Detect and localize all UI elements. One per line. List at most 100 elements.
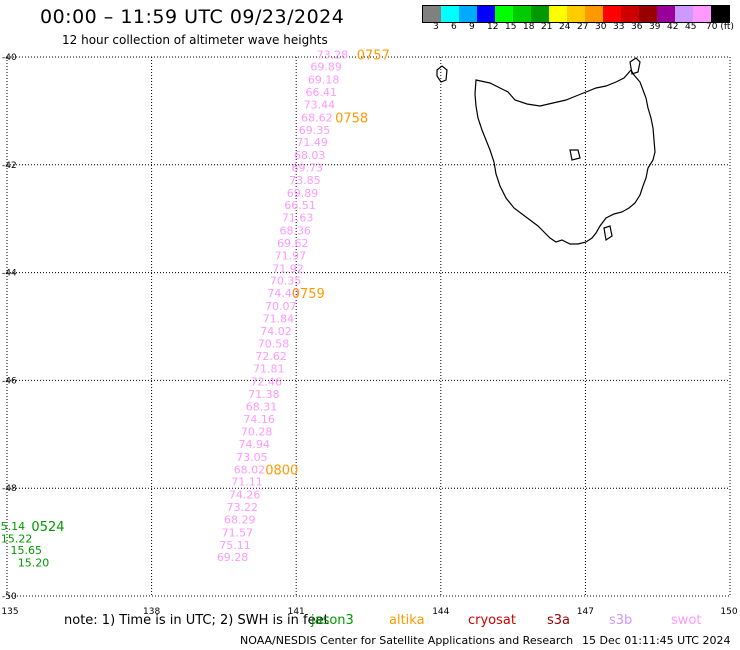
wave-height-value: 71.97 xyxy=(275,249,307,262)
wave-height-value: 73.44 xyxy=(304,98,336,111)
flinders-island-outline xyxy=(629,57,641,75)
credit-line: NOAA/NESDIS Center for Satellite Applica… xyxy=(240,634,574,647)
legend-entry-s3b: s3b xyxy=(609,613,633,628)
scale-swatch xyxy=(549,6,567,22)
lon-tick-label: 141 xyxy=(288,607,305,617)
wave-height-value: 73.85 xyxy=(289,174,321,187)
wave-height-value: 68.36 xyxy=(279,225,311,238)
wave-height-value: 71.63 xyxy=(282,212,314,225)
wave-height-value: 69.89 xyxy=(287,187,319,200)
wave-height-value: 70.07 xyxy=(265,300,297,313)
wave-height-value: 71.84 xyxy=(263,312,295,325)
wave-height-value: 71.92 xyxy=(272,262,304,275)
scale-swatch xyxy=(513,6,531,22)
wave-height-value: 71.38 xyxy=(248,388,280,401)
wave-height-value: 74.16 xyxy=(243,413,275,426)
wave-height-value: 69.73 xyxy=(292,161,324,174)
lake-outline xyxy=(569,149,581,161)
wave-height-value: 72.62 xyxy=(255,350,287,363)
legend-entry-jason3: jason3 xyxy=(311,613,354,628)
wave-height-value: 66.41 xyxy=(306,86,338,99)
wave-height-value: 70.28 xyxy=(241,426,273,439)
scale-label: 33 xyxy=(613,22,625,32)
wave-height-value: 15.22 xyxy=(1,532,33,545)
wave-height-value: 68.62 xyxy=(301,111,333,124)
scale-label: 18 xyxy=(523,22,535,32)
scale-label: 15 xyxy=(505,22,517,32)
wave-height-value: 69.35 xyxy=(299,124,331,137)
scale-label: 12 xyxy=(487,22,499,32)
wave-height-value: 69.89 xyxy=(310,61,342,74)
lon-tick-label: 135 xyxy=(1,607,18,617)
wave-height-value: 69.18 xyxy=(308,74,340,87)
legend-entry-altika: altika xyxy=(389,613,425,628)
wave-height-value: 70.35 xyxy=(270,275,302,288)
lat-tick-label: -40 xyxy=(2,53,17,63)
scale-label: 27 xyxy=(577,22,589,32)
scale-label: 6 xyxy=(451,22,457,32)
wave-height-value: 68.02 xyxy=(234,463,266,476)
wave-height-value: 74.94 xyxy=(239,438,271,451)
generation-timestamp: 15 Dec 01:11:45 UTC 2024 xyxy=(582,634,731,647)
scale-label: 9 xyxy=(469,22,475,32)
wave-height-value: 73.05 xyxy=(236,451,268,464)
wave-height-value: 68.03 xyxy=(294,149,326,162)
wave-height-value: 74.26 xyxy=(229,489,261,502)
wave-height-value: 71.11 xyxy=(231,476,263,489)
wave-height-value: 68.29 xyxy=(224,513,256,526)
scale-swatch xyxy=(711,6,729,22)
lat-tick-label: -46 xyxy=(2,376,17,386)
wave-height-value: 74.40 xyxy=(267,287,299,300)
scale-swatch xyxy=(657,6,675,22)
scale-swatch xyxy=(693,6,711,22)
legend-entry-s3a: s3a xyxy=(547,613,571,628)
bruny-island-outline xyxy=(603,225,613,242)
scale-swatch xyxy=(675,6,693,22)
scale-swatch xyxy=(531,6,549,22)
scale-label: 45 xyxy=(685,22,697,32)
lon-tick-label: 150 xyxy=(720,607,737,617)
wave-height-value: 68.31 xyxy=(246,400,278,413)
swot-track: 73.2869.8969.1866.4173.4468.6269.3571.49… xyxy=(217,48,390,564)
lon-tick-label: 147 xyxy=(577,607,594,617)
wave-height-value: 66.51 xyxy=(284,199,316,212)
pass-time-label: 0758 xyxy=(335,111,368,126)
legend-entry-cryosat: cryosat xyxy=(468,613,516,628)
wave-height-value: 71.57 xyxy=(222,526,254,539)
wave-height-value: 69.62 xyxy=(277,237,309,250)
scale-swatch xyxy=(477,6,495,22)
scale-swatch xyxy=(603,6,621,22)
lat-tick-label: -44 xyxy=(2,269,17,279)
scale-swatch xyxy=(639,6,657,22)
color-scale-bar xyxy=(422,5,730,23)
pass-time-label: 0524 xyxy=(31,520,64,535)
wave-height-value: 70.58 xyxy=(258,338,290,351)
wave-height-value: 15.20 xyxy=(18,557,50,570)
lat-tick-label: -48 xyxy=(2,484,17,494)
scale-label: 70 (ft) xyxy=(706,22,734,32)
wave-height-value: 71.81 xyxy=(253,363,285,376)
scale-swatch xyxy=(621,6,639,22)
king-island-outline xyxy=(436,65,448,83)
scale-label: 30 xyxy=(595,22,607,32)
scale-swatch xyxy=(441,6,459,22)
scale-swatch xyxy=(459,6,477,22)
scale-label: 36 xyxy=(631,22,643,32)
wave-height-value: 73.28 xyxy=(317,48,349,61)
graticule xyxy=(6,56,731,597)
lon-tick-label: 138 xyxy=(143,607,160,617)
wave-height-value: 15.65 xyxy=(11,544,43,557)
lon-tick-label: 144 xyxy=(432,607,449,617)
map-frame xyxy=(6,56,731,597)
map-title: 00:00 – 11:59 UTC 09/23/2024 xyxy=(40,6,345,28)
lat-tick-label: -42 xyxy=(2,161,17,171)
legend-entry-swot: swot xyxy=(671,613,702,628)
scale-swatch xyxy=(423,6,441,22)
scale-label: 42 xyxy=(667,22,679,32)
footnote: note: 1) Time is in UTC; 2) SWH is in fe… xyxy=(64,613,329,628)
tasmania-coastline xyxy=(436,57,656,245)
pass-time-label: 0757 xyxy=(357,48,390,63)
wave-height-value: 15.14 xyxy=(0,520,25,533)
